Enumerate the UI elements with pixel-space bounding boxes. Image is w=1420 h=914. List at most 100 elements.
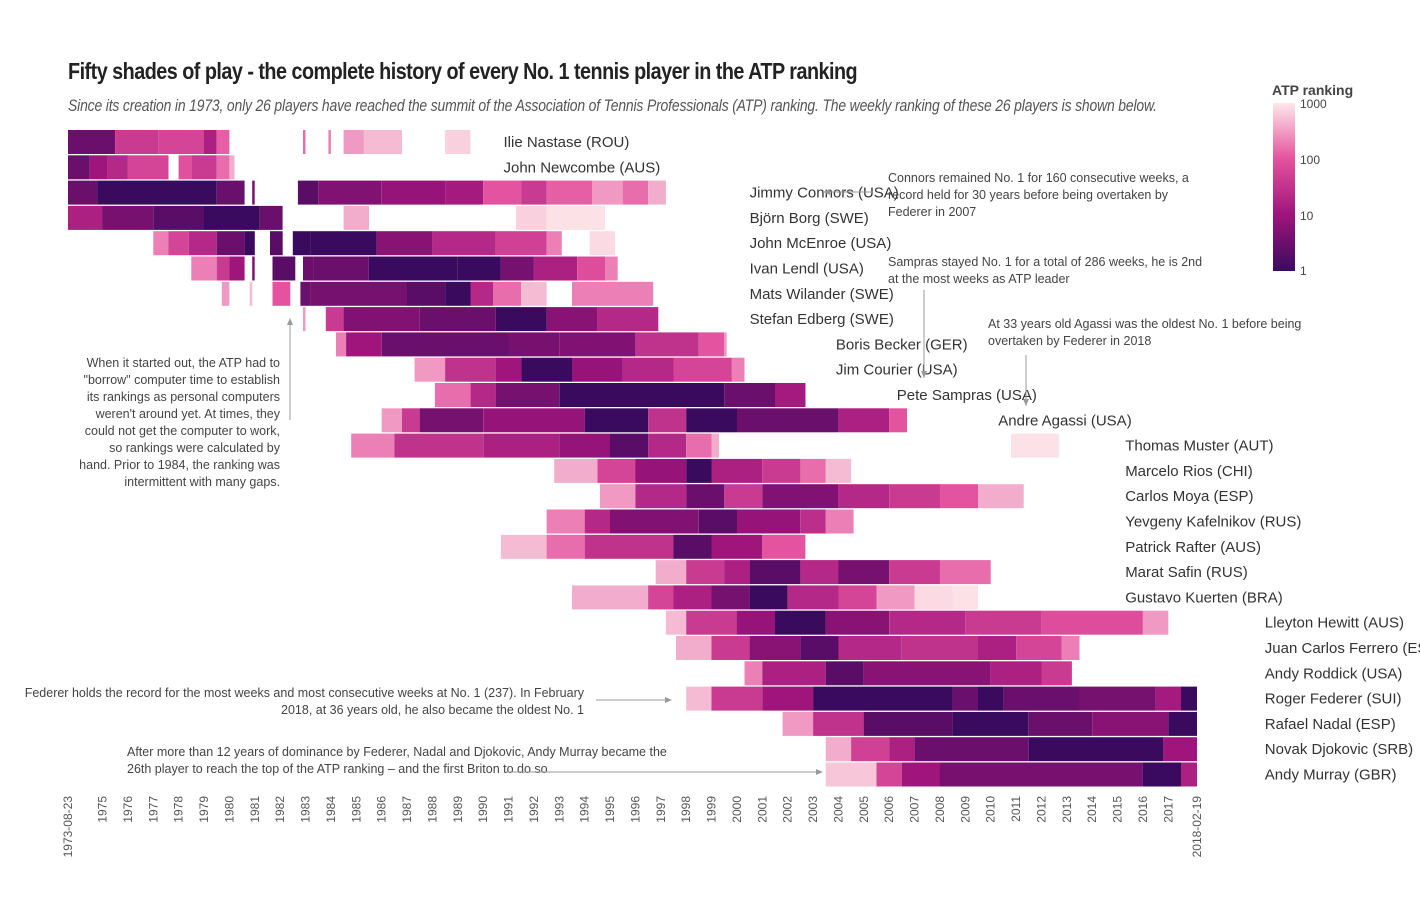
- x-tick-label: 1976: [121, 796, 135, 823]
- heatmap-cell: [470, 281, 494, 306]
- heatmap-cell: [939, 484, 978, 509]
- heatmap-cell: [813, 711, 864, 736]
- annotation-murray-arrow: [816, 769, 823, 775]
- annotation-connors: record held for 30 years before being ov…: [888, 188, 1169, 202]
- heatmap-cell: [204, 205, 260, 230]
- x-tick-label: 2018-02-19: [1190, 796, 1204, 858]
- heatmap-cell: [584, 534, 674, 559]
- player-row: [336, 332, 727, 357]
- x-tick-label: 2007: [908, 796, 922, 823]
- player-label: Pete Sampras (USA): [897, 387, 1037, 404]
- heatmap-cell: [1028, 711, 1093, 736]
- x-tick-label: 1988: [425, 796, 439, 823]
- heatmap-cell: [351, 433, 395, 458]
- heatmap-cell: [500, 534, 547, 559]
- heatmap-cell: [901, 762, 940, 787]
- annotation-sampras: at the most weeks as ATP leader: [888, 272, 1070, 286]
- heatmap-cell: [686, 484, 725, 509]
- annotation-murray: 26th player to reach the top of the ATP …: [127, 762, 548, 776]
- heatmap-cell: [432, 231, 496, 256]
- heatmap-cell: [419, 408, 484, 433]
- heatmap-cell: [102, 205, 154, 230]
- heatmap-cell: [825, 610, 890, 635]
- heatmap-cell: [592, 180, 623, 205]
- x-tick-label: 1978: [172, 796, 186, 823]
- heatmap-cell: [483, 433, 560, 458]
- heatmap-cell: [1092, 711, 1169, 736]
- heatmap-cell: [546, 180, 593, 205]
- heatmap-cell: [939, 762, 1143, 787]
- heatmap-cell: [1041, 610, 1143, 635]
- heatmap-cell: [325, 307, 344, 332]
- annotation-atp-history: When it started out, the ATP had to: [87, 356, 280, 370]
- heatmap-cell: [493, 281, 522, 306]
- heatmap-cell: [554, 458, 598, 483]
- heatmap-cell: [381, 408, 402, 433]
- heatmap-cell: [369, 256, 458, 281]
- heatmap-cell: [107, 155, 128, 180]
- heatmap-cell: [762, 484, 839, 509]
- heatmap-cell: [762, 534, 806, 559]
- x-tick-label: 1989: [451, 796, 465, 823]
- annotation-agassi: At 33 years old Agassi was the oldest No…: [988, 317, 1301, 331]
- x-tick-label: 1980: [222, 796, 236, 823]
- heatmap-cell: [744, 661, 763, 686]
- heatmap-cell: [191, 155, 217, 180]
- x-tick-label: 1997: [654, 796, 668, 823]
- annotation-agassi-arrow: [1023, 399, 1029, 406]
- heatmap-cell: [292, 231, 311, 256]
- annotation-atp-history: could not get the computer to work,: [85, 424, 280, 438]
- heatmap-cell: [686, 610, 737, 635]
- annotation-agassi: overtaken by Federer in 2018: [988, 334, 1151, 348]
- heatmap-cell: [800, 458, 826, 483]
- heatmap-cell: [673, 585, 712, 610]
- heatmap-cell: [731, 357, 745, 382]
- heatmap-cell: [483, 408, 585, 433]
- heatmap-cell: [825, 661, 864, 686]
- heatmap-cell: [516, 205, 547, 230]
- heatmap-cell: [1028, 737, 1164, 762]
- heatmap-cell: [1142, 762, 1181, 787]
- legend-title: ATP ranking: [1272, 82, 1353, 98]
- heatmap-cell: [724, 560, 750, 585]
- x-tick-label: 1995: [603, 796, 617, 823]
- heatmap-cell: [787, 585, 839, 610]
- heatmap-cell: [252, 180, 255, 205]
- heatmap-cell: [1163, 737, 1197, 762]
- x-tick-label: 1977: [146, 796, 160, 823]
- heatmap-cell: [978, 484, 1024, 509]
- heatmap-cell: [736, 509, 801, 534]
- heatmap-cell: [648, 585, 674, 610]
- heatmap-cell: [711, 585, 750, 610]
- x-tick-label: 2009: [958, 796, 972, 823]
- player-label: Gustavo Kuerten (BRA): [1125, 589, 1283, 606]
- heatmap-cell: [800, 509, 826, 534]
- heatmap-cell: [407, 281, 446, 306]
- player-label: Rafael Nadal (ESP): [1265, 716, 1396, 733]
- x-tick-label: 2002: [781, 796, 795, 823]
- heatmap-cell: [724, 484, 763, 509]
- heatmap-cell: [635, 458, 687, 483]
- heatmap-cell: [775, 383, 806, 407]
- heatmap-cell: [711, 458, 763, 483]
- heatmap-cell: [825, 458, 852, 483]
- player-row: [153, 231, 616, 256]
- heatmap-cell: [597, 458, 636, 483]
- heatmap-cell: [724, 383, 775, 407]
- heatmap-cell: [698, 509, 737, 534]
- heatmap-cell: [889, 408, 907, 433]
- heatmap-cell: [876, 585, 915, 610]
- x-tick-label: 1973-08-23: [61, 796, 75, 858]
- heatmap-cell: [394, 433, 484, 458]
- player-label: Björn Borg (SWE): [750, 210, 869, 227]
- heatmap-cell: [300, 281, 311, 306]
- player-row: [191, 256, 618, 281]
- legend-tick-1: 1: [1300, 264, 1307, 278]
- heatmap-cell: [328, 130, 331, 154]
- annotation-atp-history: hand. Prior to 1984, the ranking was: [79, 458, 280, 472]
- x-tick-label: 2013: [1060, 796, 1074, 823]
- player-row: [676, 636, 1080, 660]
- heatmap-cell: [610, 433, 649, 458]
- heatmap-cell: [749, 636, 801, 660]
- heatmap-cell: [635, 332, 699, 357]
